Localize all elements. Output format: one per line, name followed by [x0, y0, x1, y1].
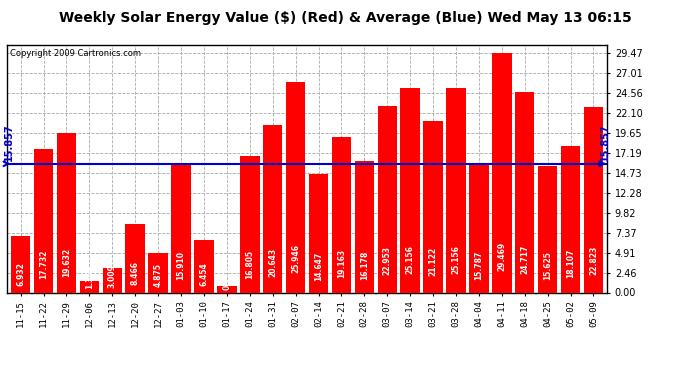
Bar — [446, 88, 466, 292]
Text: 20.643: 20.643 — [268, 248, 277, 277]
Bar — [355, 161, 374, 292]
Bar — [538, 166, 558, 292]
Bar — [332, 137, 351, 292]
Bar — [103, 268, 122, 292]
Text: 15.787: 15.787 — [475, 251, 484, 280]
Text: 25.946: 25.946 — [291, 244, 300, 273]
Text: 1.369: 1.369 — [85, 265, 94, 289]
Text: 3.009: 3.009 — [108, 264, 117, 288]
Text: 4.875: 4.875 — [154, 263, 163, 287]
Bar — [217, 286, 237, 292]
Text: 24.717: 24.717 — [520, 244, 529, 274]
Bar — [308, 174, 328, 292]
Bar — [492, 53, 511, 292]
Bar — [240, 156, 259, 292]
Text: 22.823: 22.823 — [589, 246, 598, 275]
Text: 6.932: 6.932 — [16, 262, 25, 286]
Bar — [400, 88, 420, 292]
Bar — [469, 164, 489, 292]
Bar — [424, 121, 443, 292]
Bar — [263, 125, 282, 292]
Text: Weekly Solar Energy Value ($) (Red) & Average (Blue) Wed May 13 06:15: Weekly Solar Energy Value ($) (Red) & Av… — [59, 11, 631, 25]
Text: 19.163: 19.163 — [337, 249, 346, 278]
Text: Copyright 2009 Cartronics.com: Copyright 2009 Cartronics.com — [10, 49, 141, 58]
Text: 18.107: 18.107 — [566, 249, 575, 278]
Bar — [561, 146, 580, 292]
Text: 0.772: 0.772 — [222, 266, 231, 290]
Bar — [171, 164, 190, 292]
Bar — [34, 148, 53, 292]
Text: 14.647: 14.647 — [314, 251, 323, 280]
Text: 6.454: 6.454 — [199, 262, 208, 286]
Bar — [148, 253, 168, 292]
Bar — [377, 106, 397, 292]
Bar — [79, 281, 99, 292]
Text: 8.466: 8.466 — [130, 261, 139, 285]
Text: 17.732: 17.732 — [39, 249, 48, 279]
Text: 16.805: 16.805 — [245, 250, 255, 279]
Text: 25.156: 25.156 — [406, 245, 415, 274]
Text: 19.632: 19.632 — [62, 248, 71, 278]
Text: 15.857: 15.857 — [600, 124, 610, 161]
Bar — [194, 240, 214, 292]
Text: 29.469: 29.469 — [497, 242, 506, 271]
Text: 16.178: 16.178 — [359, 250, 369, 280]
Bar — [126, 224, 145, 292]
Bar — [11, 236, 30, 292]
Text: 15.857: 15.857 — [4, 124, 14, 161]
Bar — [584, 107, 603, 292]
Text: 15.910: 15.910 — [177, 251, 186, 280]
Text: 22.953: 22.953 — [383, 246, 392, 275]
Bar — [515, 92, 535, 292]
Text: 21.122: 21.122 — [428, 247, 437, 276]
Text: 25.156: 25.156 — [451, 245, 460, 274]
Bar — [57, 133, 76, 292]
Text: 15.625: 15.625 — [543, 251, 552, 280]
Bar — [286, 82, 306, 292]
